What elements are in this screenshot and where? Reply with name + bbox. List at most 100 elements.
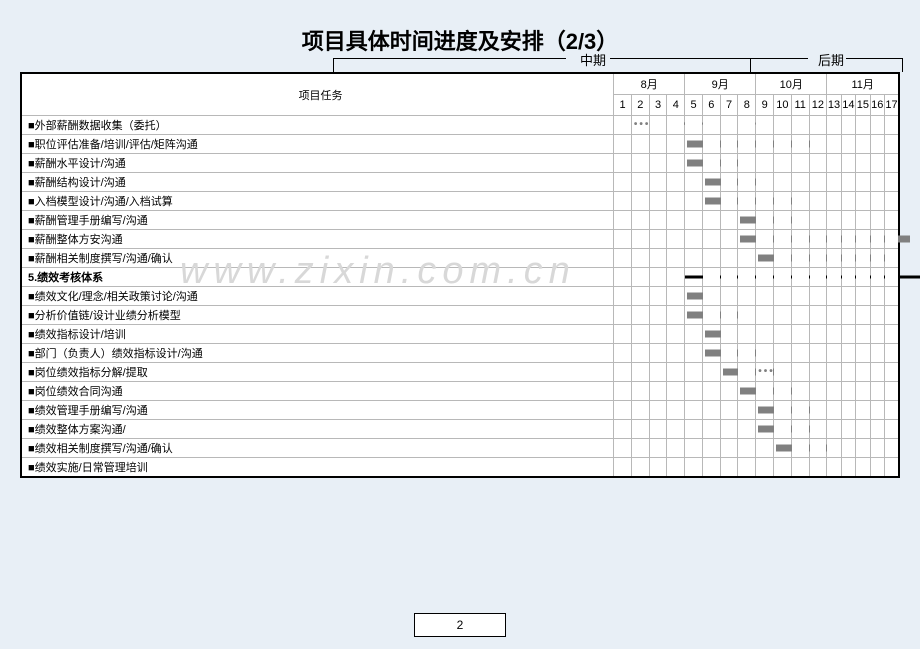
task-label: ■绩效文化/理念/相关政策讨论/沟通: [21, 287, 614, 306]
task-row: ■绩效管理手册编写/沟通: [21, 401, 899, 420]
gantt-cell: [649, 458, 667, 478]
gantt-cell: [738, 420, 756, 439]
gantt-cell: [614, 211, 632, 230]
gantt-cell: [720, 192, 738, 211]
gantt-cell: [614, 135, 632, 154]
gantt-cell: [841, 382, 855, 401]
gantt-cell: [667, 344, 685, 363]
task-label: ■薪酬结构设计/沟通: [21, 173, 614, 192]
task-label: ■薪酬整体方安沟通: [21, 230, 614, 249]
gantt-cell: [631, 268, 649, 287]
gantt-cell: [720, 211, 738, 230]
gantt-cell: [774, 116, 792, 135]
gantt-cell: [738, 363, 756, 382]
gantt-cell: [667, 439, 685, 458]
phase-line: [610, 58, 750, 59]
gantt-cell: [667, 268, 685, 287]
task-row: ■岗位绩效指标分解/提取••••••: [21, 363, 899, 382]
gantt-cell: [841, 211, 855, 230]
gantt-cell: [685, 287, 703, 306]
gantt-cell: [870, 192, 884, 211]
gantt-cell: [685, 420, 703, 439]
gantt-cell: [631, 306, 649, 325]
gantt-cell: [774, 268, 792, 287]
gantt-cell: [756, 173, 774, 192]
week-header: 9: [756, 95, 774, 116]
gantt-cell: [738, 230, 756, 249]
gantt-cell: [774, 173, 792, 192]
gantt-cell: [685, 154, 703, 173]
gantt-cell: [884, 268, 899, 287]
gantt-cell: [720, 382, 738, 401]
gantt-cell: [884, 306, 899, 325]
gantt-cell: [841, 173, 855, 192]
week-header: 14: [841, 95, 855, 116]
gantt-cell: [841, 420, 855, 439]
gantt-cell: [841, 325, 855, 344]
gantt-cell: [685, 135, 703, 154]
task-row: ■职位评估准备/培训/评估/矩阵沟通: [21, 135, 899, 154]
gantt-cell: [884, 192, 899, 211]
task-row: ■分析价值链/设计业绩分析模型: [21, 306, 899, 325]
gantt-cell: [856, 382, 870, 401]
week-header: 11: [791, 95, 809, 116]
gantt-cell: [756, 211, 774, 230]
gantt-cell: [631, 439, 649, 458]
gantt-cell: [870, 344, 884, 363]
gantt-cell: [667, 382, 685, 401]
task-label: ■岗位绩效合同沟通: [21, 382, 614, 401]
gantt-cell: [809, 363, 827, 382]
gantt-cell: [614, 230, 632, 249]
task-label: ■职位评估准备/培训/评估/矩阵沟通: [21, 135, 614, 154]
phase-labels: 中期后期: [20, 46, 900, 72]
gantt-cell: [756, 268, 774, 287]
gantt-cell: [774, 306, 792, 325]
gantt-cell: [856, 439, 870, 458]
gantt-cell: [856, 192, 870, 211]
gantt-cell: [649, 420, 667, 439]
week-header: 6: [702, 95, 720, 116]
gantt-cell: [827, 325, 841, 344]
gantt-cell: [791, 154, 809, 173]
week-header: 4: [667, 95, 685, 116]
gantt-cell: [841, 306, 855, 325]
gantt-cell: [774, 211, 792, 230]
gantt-cell: [756, 192, 774, 211]
gantt-cell: [685, 363, 703, 382]
gantt-cell: [720, 458, 738, 478]
gantt-cell: [809, 249, 827, 268]
gantt-cell: [667, 420, 685, 439]
phase-label: 后期: [818, 50, 844, 69]
gantt-cell: [856, 154, 870, 173]
task-row: ■绩效实施/日常管理培训: [21, 458, 899, 478]
gantt-cell: [774, 249, 792, 268]
gantt-cell: [856, 211, 870, 230]
task-label: ■部门（负责人）绩效指标设计/沟通: [21, 344, 614, 363]
gantt-cell: [631, 192, 649, 211]
task-label: ■绩效实施/日常管理培训: [21, 458, 614, 478]
gantt-cell: [791, 249, 809, 268]
gantt-cell: [614, 287, 632, 306]
gantt-cell: [649, 325, 667, 344]
gantt-cell: [685, 230, 703, 249]
gantt-cell: [809, 439, 827, 458]
task-row: ■入档模型设计/沟通/入档试算: [21, 192, 899, 211]
gantt-cell: [841, 154, 855, 173]
gantt-cell: [756, 230, 774, 249]
gantt-cell: [649, 192, 667, 211]
gantt-cell: [856, 458, 870, 478]
phase-line: [750, 58, 808, 59]
task-row: ■薪酬整体方安沟通: [21, 230, 899, 249]
gantt-cell: [667, 306, 685, 325]
gantt-cell: [841, 249, 855, 268]
gantt-cell: [809, 116, 827, 135]
gantt-cell: [841, 363, 855, 382]
gantt-cell: [791, 135, 809, 154]
gantt-cell: [614, 363, 632, 382]
gantt-cell: [649, 249, 667, 268]
gantt-cell: [809, 211, 827, 230]
gantt-cell: [856, 363, 870, 382]
gantt-cell: [870, 268, 884, 287]
gantt-cell: [614, 192, 632, 211]
task-row: ■薪酬结构设计/沟通: [21, 173, 899, 192]
